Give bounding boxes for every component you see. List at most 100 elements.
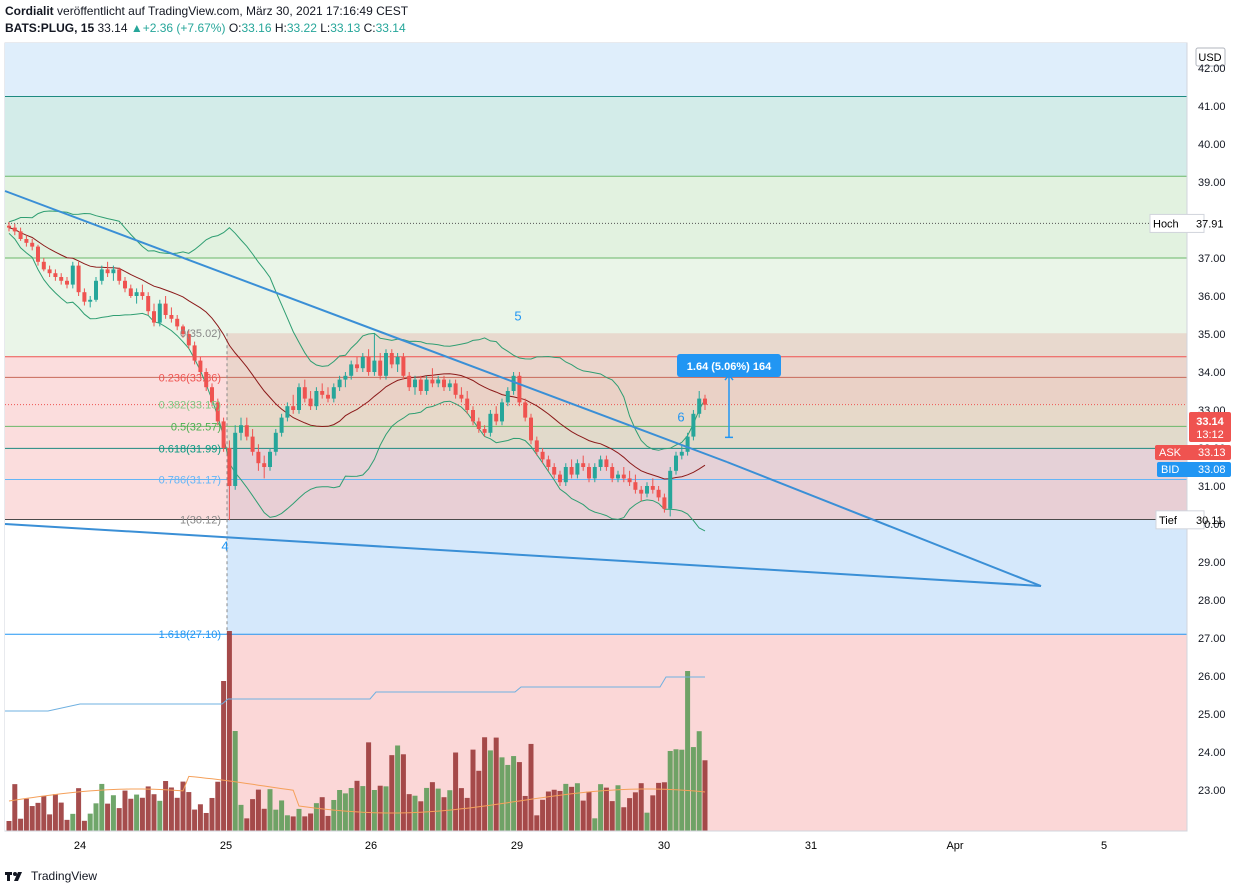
volume-bar bbox=[99, 783, 105, 831]
candle-body bbox=[633, 482, 638, 490]
ohlc-legend: BATS:PLUG, 15 33.14 ▲+2.36 (+7.67%) O:33… bbox=[5, 21, 406, 35]
candle-body bbox=[227, 448, 232, 486]
candle-body bbox=[384, 353, 388, 376]
tradingview-logo-icon bbox=[5, 872, 22, 881]
y-tick-label: 35.00 bbox=[1198, 329, 1226, 341]
candle-body bbox=[181, 326, 185, 334]
volume-bar bbox=[650, 795, 656, 831]
volume-bar bbox=[174, 797, 180, 831]
volume-bar bbox=[592, 818, 598, 831]
candle-body bbox=[610, 467, 615, 479]
candle-body bbox=[105, 269, 110, 274]
candle-body bbox=[273, 432, 278, 452]
volume-bar bbox=[226, 631, 232, 831]
y-tick-label: 42.00 bbox=[1198, 63, 1226, 75]
volume-bar bbox=[569, 786, 575, 831]
candle-body bbox=[360, 356, 365, 369]
volume-bar bbox=[348, 787, 354, 831]
candle-body bbox=[297, 387, 301, 410]
candle-body bbox=[349, 364, 354, 376]
volume-bar bbox=[383, 786, 389, 831]
fib-label: 0.382(33.15) bbox=[159, 399, 221, 411]
trendline-connector bbox=[726, 461, 1042, 587]
zone-green bbox=[5, 176, 1187, 258]
symbol-label[interactable]: BATS:PLUG, 15 bbox=[5, 21, 95, 35]
volume-bar bbox=[180, 781, 186, 831]
volume-bar bbox=[644, 812, 650, 831]
volume-bar bbox=[603, 787, 609, 831]
zone-teal bbox=[5, 96, 1187, 177]
candle-body bbox=[70, 265, 75, 285]
x-tick-label: 24 bbox=[74, 840, 86, 852]
volume-bar bbox=[244, 818, 250, 831]
candle-body bbox=[656, 489, 661, 498]
candle-body bbox=[134, 292, 139, 296]
volume-bar bbox=[192, 809, 198, 831]
x-tick-label: 29 bbox=[511, 840, 523, 852]
y-tick-label: 24.00 bbox=[1198, 747, 1226, 759]
volume-bar bbox=[447, 790, 453, 831]
close-value: 33.14 bbox=[375, 21, 406, 35]
volume-bar bbox=[151, 794, 157, 831]
candle-body bbox=[337, 379, 342, 388]
volume-bar bbox=[302, 816, 308, 831]
currency-box[interactable] bbox=[1195, 47, 1226, 67]
volume-bar bbox=[139, 797, 145, 831]
candle-body bbox=[291, 406, 296, 410]
volume-bar bbox=[470, 749, 476, 831]
volume-bar bbox=[23, 798, 29, 831]
x-tick-label: 26 bbox=[365, 840, 377, 852]
candle-body bbox=[517, 375, 522, 403]
candle-body bbox=[146, 296, 151, 312]
candle-body bbox=[505, 391, 510, 403]
volume-bar bbox=[313, 803, 319, 831]
volume-bar bbox=[29, 806, 35, 831]
y-tick-label: 26.00 bbox=[1198, 671, 1226, 683]
candle-body bbox=[378, 360, 383, 376]
volume-bar bbox=[116, 808, 122, 831]
x-tick-label: 30 bbox=[658, 840, 670, 852]
y-tick-label: 28.00 bbox=[1198, 595, 1226, 607]
volume-bar bbox=[632, 792, 638, 831]
candle-body bbox=[326, 394, 330, 399]
candle-body bbox=[99, 269, 104, 281]
volume-bar bbox=[296, 808, 302, 831]
volume-bar bbox=[627, 798, 633, 831]
candle-body bbox=[703, 398, 707, 405]
volume-bar bbox=[690, 747, 696, 831]
candle-body bbox=[581, 463, 586, 467]
volume-bar bbox=[110, 795, 116, 831]
high-value: 33.22 bbox=[286, 21, 317, 35]
candle-body bbox=[47, 269, 52, 274]
volume-bar bbox=[319, 797, 325, 831]
candle-body bbox=[447, 383, 452, 388]
bid-label: BID bbox=[1161, 464, 1179, 476]
candle-body bbox=[285, 406, 290, 418]
candle-body bbox=[476, 421, 481, 429]
last-price-tag bbox=[1189, 412, 1231, 442]
close-label: C: bbox=[363, 21, 376, 35]
candle-body bbox=[215, 402, 220, 422]
candle-body bbox=[627, 478, 632, 483]
volume-bar bbox=[284, 815, 290, 831]
candle-body bbox=[256, 451, 261, 464]
volume-bar bbox=[389, 755, 395, 831]
last-price-text: 33.14 bbox=[97, 21, 128, 35]
candle-body bbox=[320, 391, 325, 395]
candle-body bbox=[424, 379, 429, 391]
volume-bar bbox=[255, 789, 261, 831]
zone-top-blue bbox=[5, 43, 1187, 97]
candle-body bbox=[186, 334, 191, 346]
candle-body bbox=[308, 398, 313, 407]
volume-bar bbox=[221, 681, 227, 831]
volume-bar bbox=[331, 799, 337, 831]
volume-bar bbox=[279, 800, 285, 831]
candle-body bbox=[128, 288, 133, 296]
candle-body bbox=[465, 398, 470, 410]
candle-body bbox=[592, 467, 597, 479]
fib-zone bbox=[227, 426, 1187, 449]
volume-bar bbox=[621, 807, 627, 831]
volume-bar bbox=[64, 819, 70, 831]
candle-body bbox=[401, 356, 406, 376]
